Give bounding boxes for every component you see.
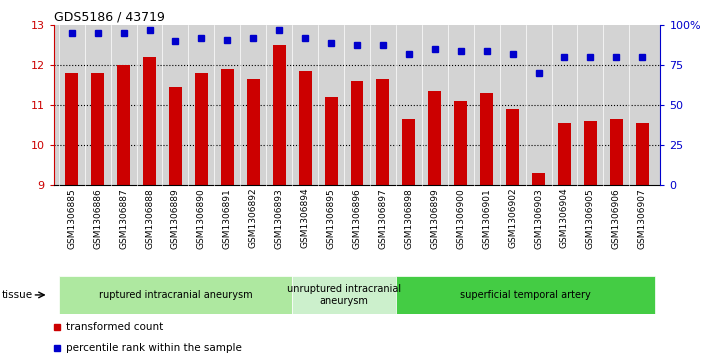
Text: GSM1306891: GSM1306891: [223, 188, 232, 249]
Text: GSM1306889: GSM1306889: [171, 188, 180, 249]
Text: GSM1306898: GSM1306898: [404, 188, 413, 249]
Bar: [221, 69, 233, 185]
Text: unruptured intracranial
aneurysm: unruptured intracranial aneurysm: [287, 284, 401, 306]
Text: ruptured intracranial aneurysm: ruptured intracranial aneurysm: [99, 290, 252, 300]
Bar: [195, 73, 208, 185]
Text: tissue: tissue: [1, 290, 33, 300]
Bar: [169, 87, 182, 185]
Text: GSM1306894: GSM1306894: [301, 188, 310, 248]
Bar: [65, 73, 79, 185]
Bar: [325, 97, 338, 185]
Text: GSM1306890: GSM1306890: [197, 188, 206, 249]
Text: transformed count: transformed count: [66, 322, 163, 332]
Bar: [59, 276, 292, 314]
Text: percentile rank within the sample: percentile rank within the sample: [66, 343, 241, 354]
Bar: [635, 123, 649, 185]
Bar: [506, 109, 519, 185]
Text: GSM1306903: GSM1306903: [534, 188, 543, 249]
Text: GSM1306907: GSM1306907: [638, 188, 647, 249]
Text: GSM1306893: GSM1306893: [275, 188, 283, 249]
Bar: [143, 57, 156, 185]
Bar: [584, 121, 597, 185]
Text: GSM1306901: GSM1306901: [482, 188, 491, 249]
Text: GSM1306906: GSM1306906: [612, 188, 621, 249]
Bar: [376, 79, 389, 185]
Text: GSM1306887: GSM1306887: [119, 188, 128, 249]
Text: GSM1306900: GSM1306900: [456, 188, 466, 249]
Bar: [558, 123, 571, 185]
Text: superficial temporal artery: superficial temporal artery: [461, 290, 591, 300]
Text: GSM1306899: GSM1306899: [431, 188, 439, 249]
Text: GSM1306888: GSM1306888: [145, 188, 154, 249]
Bar: [117, 65, 130, 185]
Bar: [403, 119, 416, 185]
Bar: [610, 119, 623, 185]
Bar: [396, 276, 655, 314]
Text: GSM1306896: GSM1306896: [353, 188, 361, 249]
Text: GSM1306904: GSM1306904: [560, 188, 569, 248]
Bar: [481, 93, 493, 185]
Text: GSM1306905: GSM1306905: [586, 188, 595, 249]
Bar: [454, 101, 467, 185]
Bar: [273, 45, 286, 185]
Text: GSM1306897: GSM1306897: [378, 188, 388, 249]
Bar: [298, 72, 311, 185]
Bar: [428, 91, 441, 185]
Text: GDS5186 / 43719: GDS5186 / 43719: [54, 11, 164, 24]
Bar: [292, 276, 396, 314]
Text: GSM1306886: GSM1306886: [93, 188, 102, 249]
Bar: [91, 73, 104, 185]
Text: GSM1306885: GSM1306885: [67, 188, 76, 249]
Text: GSM1306902: GSM1306902: [508, 188, 517, 248]
Bar: [532, 173, 545, 185]
Text: GSM1306895: GSM1306895: [326, 188, 336, 249]
Bar: [247, 79, 260, 185]
Text: GSM1306892: GSM1306892: [248, 188, 258, 248]
Bar: [351, 81, 363, 185]
